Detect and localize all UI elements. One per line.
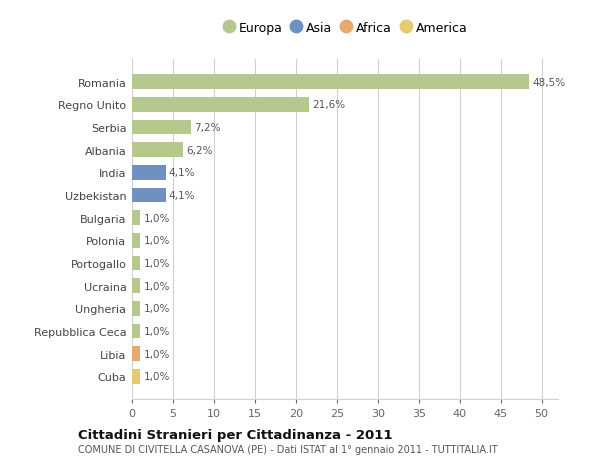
Bar bbox=[132, 279, 140, 293]
Text: 1,0%: 1,0% bbox=[143, 281, 170, 291]
Bar bbox=[132, 98, 309, 112]
Text: 1,0%: 1,0% bbox=[143, 304, 170, 313]
Text: 1,0%: 1,0% bbox=[143, 213, 170, 223]
Text: COMUNE DI CIVITELLA CASANOVA (PE) - Dati ISTAT al 1° gennaio 2011 - TUTTITALIA.I: COMUNE DI CIVITELLA CASANOVA (PE) - Dati… bbox=[78, 444, 497, 454]
Text: 6,2%: 6,2% bbox=[186, 146, 212, 155]
Text: 1,0%: 1,0% bbox=[143, 349, 170, 359]
Text: 1,0%: 1,0% bbox=[143, 258, 170, 269]
Bar bbox=[132, 166, 166, 180]
Bar bbox=[132, 143, 183, 158]
Text: 1,0%: 1,0% bbox=[143, 326, 170, 336]
Bar bbox=[132, 347, 140, 361]
Bar bbox=[132, 256, 140, 271]
Bar bbox=[132, 188, 166, 203]
Text: 48,5%: 48,5% bbox=[533, 78, 566, 88]
Text: 4,1%: 4,1% bbox=[169, 190, 196, 201]
Text: 4,1%: 4,1% bbox=[169, 168, 196, 178]
Bar bbox=[132, 369, 140, 384]
Bar bbox=[132, 75, 529, 90]
Text: 1,0%: 1,0% bbox=[143, 371, 170, 381]
Text: 1,0%: 1,0% bbox=[143, 236, 170, 246]
Text: Cittadini Stranieri per Cittadinanza - 2011: Cittadini Stranieri per Cittadinanza - 2… bbox=[78, 428, 392, 442]
Bar bbox=[132, 324, 140, 339]
Bar bbox=[132, 211, 140, 225]
Text: 21,6%: 21,6% bbox=[312, 100, 346, 110]
Text: 7,2%: 7,2% bbox=[194, 123, 221, 133]
Bar bbox=[132, 234, 140, 248]
Bar bbox=[132, 301, 140, 316]
Legend: Europa, Asia, Africa, America: Europa, Asia, Africa, America bbox=[218, 18, 472, 39]
Bar bbox=[132, 120, 191, 135]
